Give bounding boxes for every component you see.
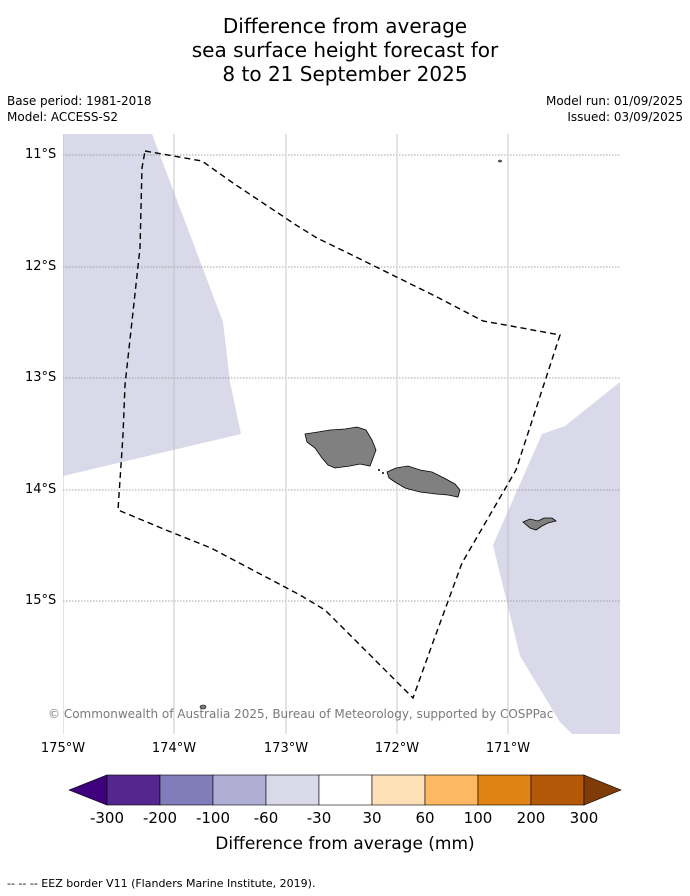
eez-border [117,150,561,700]
apolima-islet [378,469,380,471]
lat-label-12s: 12°S [25,259,57,274]
map-area [63,134,620,734]
colorbar-segment-3 [212,774,267,806]
meta-left: Base period: 1981-2018 Model: ACCESS-S2 [7,93,152,125]
tutuila-island [522,517,557,531]
lat-label-11s: 11°S [25,147,57,162]
lon-label-172w: 172°W [374,741,420,756]
colorbar-tick: -30 [306,809,332,827]
title-line-3: 8 to 21 September 2025 [222,62,468,86]
map-title: Difference from average sea surface heig… [0,14,690,86]
colorbar-segment-1 [106,774,161,806]
colorbar-segment-2 [159,774,214,806]
copyright-notice: © Commonwealth of Australia 2025, Bureau… [48,707,554,721]
colorbar-tick: -300 [89,809,125,827]
lat-label-14s: 14°S [25,482,57,497]
colorbar-tick: -60 [253,809,279,827]
lat-label-15s: 15°S [25,593,57,608]
title-line-1: Difference from average [222,14,468,38]
colorbar-label: Difference from average (mm) [215,834,475,854]
eez-legend-footer: -- -- -- EEZ border V11 (Flanders Marine… [7,877,316,890]
model-name: Model: ACCESS-S2 [7,110,119,124]
swains-island [498,159,502,163]
colorbar-segment-9 [530,774,585,806]
colorbar-segment-4 [265,774,320,806]
meta-right: Model run: 01/09/2025 Issued: 03/09/2025 [546,93,683,125]
colorbar-segment-6 [371,774,426,806]
title-line-2: sea surface height forecast for [191,38,499,62]
anomaly-region-west [63,134,241,476]
colorbar-tick: 100 [463,809,493,827]
savaii-island [304,426,377,469]
colorbar-extend-max [583,774,622,806]
colorbar-segment-7 [424,774,479,806]
lon-label-175w: 175°W [40,741,86,756]
lon-label-173w: 173°W [263,741,309,756]
colorbar-segment-8 [477,774,532,806]
lon-label-171w: 171°W [485,741,531,756]
colorbar-tick: 300 [569,809,599,827]
colorbar-tick: -200 [142,809,178,827]
small-island-southwest [199,704,207,710]
grid-lines [63,134,620,734]
lon-label-174w: 174°W [151,741,197,756]
upolu-island [386,465,461,498]
colorbar-segment-5 [318,774,373,806]
lat-label-13s: 13°S [25,370,57,385]
model-run: Model run: 01/09/2025 [545,94,683,108]
colorbar-tick: 30 [362,809,382,827]
base-period: Base period: 1981-2018 [7,94,152,108]
colorbar-tick: 200 [516,809,546,827]
issued-date: Issued: 03/09/2025 [567,110,683,124]
colorbar [68,774,622,806]
anomaly-region-east [493,382,620,734]
colorbar-tick: 60 [415,809,435,827]
colorbar-extend-min [68,774,108,806]
manono-islet [382,472,384,474]
colorbar-tick: -100 [195,809,231,827]
